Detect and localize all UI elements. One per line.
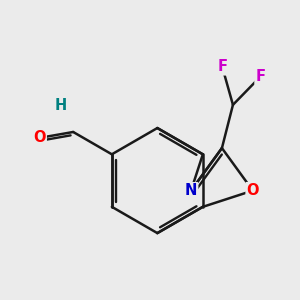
Text: O: O <box>33 130 46 146</box>
Text: N: N <box>185 183 197 198</box>
Text: O: O <box>247 183 259 198</box>
Text: H: H <box>55 98 67 113</box>
Text: F: F <box>255 69 266 84</box>
Text: F: F <box>217 59 227 74</box>
